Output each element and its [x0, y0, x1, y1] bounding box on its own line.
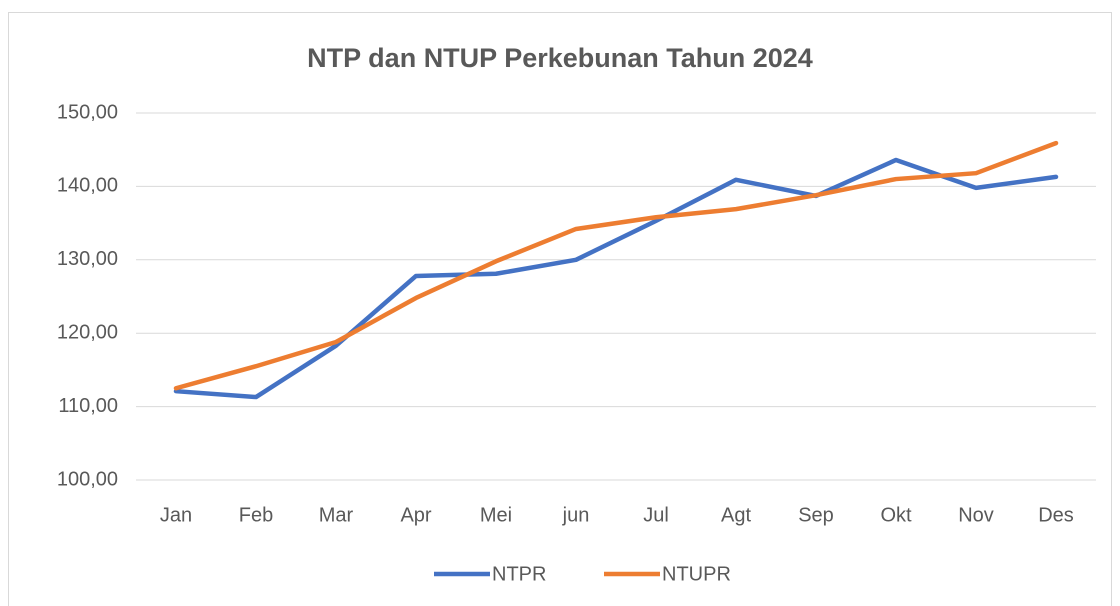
legend-label: NTPR	[492, 563, 546, 585]
x-tick-label: Okt	[880, 504, 912, 526]
x-tick-label: Mar	[319, 504, 354, 526]
x-tick-label: Jul	[643, 504, 669, 526]
x-tick-label: Des	[1038, 504, 1074, 526]
series-line	[173, 157, 1059, 400]
y-tick-label: 140,00	[57, 175, 118, 197]
chart-title: NTP dan NTUP Perkebunan Tahun 2024	[307, 43, 813, 73]
x-tick-label: Feb	[239, 504, 273, 526]
x-tick-label: Agt	[721, 504, 751, 526]
y-tick-label: 120,00	[57, 321, 118, 343]
x-tick-label: Nov	[958, 504, 994, 526]
y-tick-label: 150,00	[57, 101, 118, 123]
y-tick-label: 130,00	[57, 248, 118, 270]
x-tick-label: Jan	[160, 504, 192, 526]
y-tick-label: 110,00	[58, 395, 118, 417]
y-tick-label: 100,00	[57, 468, 118, 490]
series-line	[173, 140, 1059, 391]
legend-label: NTUPR	[662, 563, 731, 585]
x-tick-label: Sep	[798, 504, 834, 526]
x-tick-label: jun	[562, 504, 590, 526]
chart-frame	[8, 12, 1112, 606]
x-tick-label: Mei	[480, 504, 512, 526]
x-tick-label: Apr	[400, 504, 431, 526]
